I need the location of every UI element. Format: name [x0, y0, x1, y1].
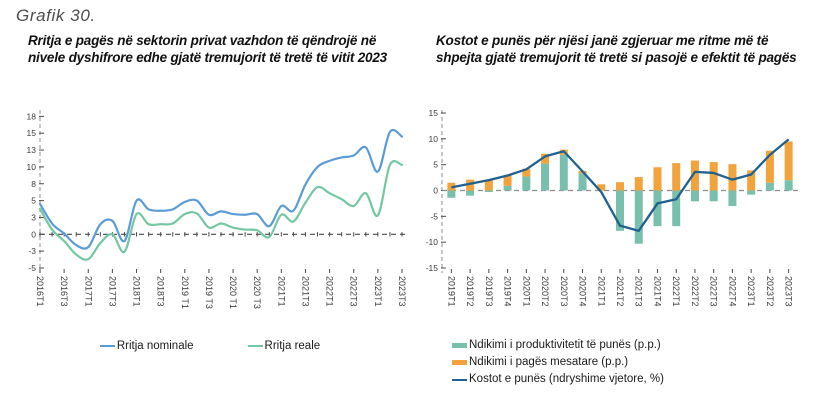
unit-labour-cost-chart-section: Kostot e punës për njësi janë zgjeruar m… — [422, 28, 804, 387]
svg-text:2019T4: 2019T4 — [503, 276, 513, 307]
svg-text:2019T2: 2019T2 — [465, 276, 475, 307]
svg-text:10: 10 — [27, 162, 37, 172]
legend-label-wage-effect: Ndikimi i pagës mesatare (p.p.) — [469, 356, 629, 368]
svg-text:2023T3: 2023T3 — [397, 276, 406, 307]
svg-text:5: 5 — [433, 160, 438, 170]
svg-text:15: 15 — [27, 128, 37, 138]
svg-text:2022T1: 2022T1 — [325, 276, 335, 307]
svg-text:2018T1: 2018T1 — [132, 276, 142, 307]
wage-growth-legend: Rritja nominale Rritja reale — [14, 340, 406, 352]
svg-text:2017T3: 2017T3 — [107, 276, 117, 307]
svg-text:2021T1: 2021T1 — [276, 276, 286, 307]
svg-text:2023T1: 2023T1 — [746, 276, 756, 307]
legend-item-productivity-effect: Ndikimi i produktivitetit të punës (p.p.… — [452, 338, 804, 353]
wage-growth-chart-section: Rritja e pagës në sektorin privat vazhdo… — [14, 28, 406, 387]
svg-text:0: 0 — [31, 229, 36, 239]
svg-text:2019 T3: 2019 T3 — [204, 276, 214, 309]
legend-label-labour-cost-line: Kostot e punës (ndryshime vjetore, %) — [469, 373, 664, 385]
legend-label-nominal-growth: Rritja nominale — [116, 340, 194, 352]
unit-labour-cost-chart: 15 10 5 0 -5 -10 -15 2019T1 2019T2 2019T3 2019T4 20… — [426, 108, 801, 307]
legend-item-labour-cost-line: Kostot e punës (ndryshime vjetore, %) — [452, 372, 804, 387]
svg-text:2023T1: 2023T1 — [373, 276, 383, 307]
legend-item-real-growth: Rritja reale — [247, 340, 321, 352]
svg-text:2022T3: 2022T3 — [709, 276, 719, 307]
wage-growth-chart: 18 15 13 10 8 5 3 0 -3 -5 2016T1 2016T3 2017T1 2017T3… — [27, 110, 406, 309]
svg-text:2022T2: 2022T2 — [690, 276, 700, 307]
svg-text:2021T3: 2021T3 — [634, 276, 644, 307]
svg-text:2020T1: 2020T1 — [521, 276, 531, 307]
svg-text:2021T3: 2021T3 — [300, 276, 310, 307]
svg-text:2018T3: 2018T3 — [156, 276, 166, 307]
svg-text:-15: -15 — [426, 263, 439, 273]
svg-text:-5: -5 — [28, 263, 36, 273]
svg-text:-10: -10 — [426, 237, 439, 247]
svg-text:2022T4: 2022T4 — [727, 276, 737, 307]
svg-text:15: 15 — [429, 108, 439, 118]
legend-item-wage-effect: Ndikimi i pagës mesatare (p.p.) — [452, 355, 804, 370]
svg-text:2019T3: 2019T3 — [484, 276, 494, 307]
legend-item-nominal-growth: Rritja nominale — [99, 340, 194, 352]
charts-row: Rritja e pagës në sektorin privat vazhdo… — [0, 28, 813, 387]
svg-text:5: 5 — [31, 196, 36, 206]
svg-text:2023T3: 2023T3 — [784, 276, 794, 307]
productivity-effect-swatch — [452, 343, 467, 348]
svg-text:13: 13 — [27, 145, 37, 155]
legend-label-productivity-effect: Ndikimi i produktivitetit të punës (p.p.… — [469, 339, 661, 351]
nominal-growth-line-swatch — [99, 345, 115, 347]
unit-labour-cost-legend: Ndikimi i produktivitetit të punës (p.p.… — [452, 338, 804, 387]
svg-text:2016T1: 2016T1 — [35, 276, 45, 307]
svg-text:0: 0 — [433, 186, 438, 196]
svg-text:-5: -5 — [430, 211, 438, 221]
svg-text:2022T1: 2022T1 — [671, 276, 681, 307]
wage-effect-swatch — [452, 360, 467, 365]
svg-text:3: 3 — [31, 212, 36, 222]
figure-label: Grafik 30. — [16, 6, 96, 25]
svg-text:2020 T3: 2020 T3 — [252, 276, 262, 309]
svg-text:2019 T1: 2019 T1 — [180, 276, 190, 309]
svg-text:2016T3: 2016T3 — [59, 276, 69, 307]
wage-growth-chart-title: Rritja e pagës në sektorin privat vazhdo… — [28, 33, 387, 66]
svg-text:2017T1: 2017T1 — [83, 276, 93, 307]
svg-text:2020T2: 2020T2 — [540, 276, 550, 307]
svg-text:2021T2: 2021T2 — [615, 276, 625, 307]
svg-text:2019T1: 2019T1 — [446, 276, 456, 307]
svg-text:10: 10 — [429, 134, 439, 144]
svg-text:2020T3: 2020T3 — [559, 276, 569, 307]
svg-text:2020T4: 2020T4 — [578, 276, 588, 307]
svg-text:18: 18 — [27, 111, 37, 121]
svg-text:2023T2: 2023T2 — [765, 276, 775, 307]
svg-text:-3: -3 — [28, 246, 36, 256]
legend-label-real-growth: Rritja reale — [264, 340, 321, 352]
svg-text:2021T4: 2021T4 — [652, 276, 662, 307]
svg-text:2021T1: 2021T1 — [596, 276, 606, 307]
unit-labour-cost-chart-title: Kostot e punës për njësi janë zgjeruar m… — [436, 33, 797, 66]
svg-text:2020 T1: 2020 T1 — [228, 276, 238, 309]
real-growth-line-swatch — [247, 345, 263, 347]
svg-text:2022T3: 2022T3 — [349, 276, 359, 307]
labour-cost-line-swatch — [452, 378, 467, 381]
svg-text:8: 8 — [31, 179, 36, 189]
